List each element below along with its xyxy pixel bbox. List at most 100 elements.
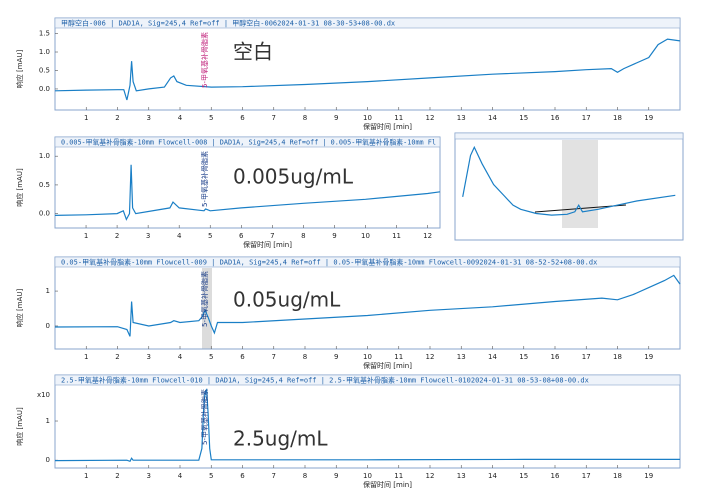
x-tick-label: 8 — [303, 472, 307, 480]
x-tick-label: 2 — [115, 472, 119, 480]
chart-title: 0.005-甲氧基补骨脂素-10mm Flowcell-008 | DAD1A,… — [61, 138, 436, 147]
y-tick-label: 1.0 — [39, 48, 50, 56]
x-tick-label: 8 — [303, 114, 307, 122]
x-axis-label: 保留时间 [min] — [363, 122, 412, 131]
x-tick-label: 3 — [146, 232, 150, 240]
x-tick-label: 1 — [84, 114, 88, 122]
x-tick-label: 11 — [394, 472, 403, 480]
y-tick-label: 1 — [46, 417, 50, 425]
x-tick-label: 4 — [178, 472, 183, 480]
x-tick-label: 3 — [147, 472, 151, 480]
plot-frame — [54, 374, 681, 469]
peak-label: 5-甲氧基补骨脂素 — [200, 271, 209, 327]
x-tick-label: 13 — [457, 353, 466, 361]
plot-frame — [54, 256, 681, 350]
x-tick-label: 18 — [613, 353, 622, 361]
x-tick-label: 1 — [84, 232, 88, 240]
x-tick-label: 16 — [551, 114, 560, 122]
annotation: 空白 — [233, 40, 273, 64]
x-tick-label: 4 — [178, 353, 183, 361]
peak-integration-band — [202, 268, 212, 349]
trace — [54, 38, 681, 101]
x-tick-label: 15 — [519, 114, 528, 122]
chart-title: 2.5-甲氧基补骨脂素-10mm Flowcell-010 | DAD1A, S… — [61, 376, 589, 385]
annotation: 0.005ug/mL — [233, 165, 354, 189]
x-tick-label: 15 — [519, 353, 528, 361]
x-tick-label: 17 — [582, 472, 591, 480]
x-tick-label: 7 — [272, 114, 276, 122]
peak-label: 5-甲氧基补骨脂素 — [200, 151, 209, 207]
y-axis-label: 响应 [mAU] — [15, 50, 24, 89]
y-tick-label: 0 — [46, 456, 50, 464]
x-tick-label: 5 — [209, 472, 213, 480]
x-tick-label: 14 — [488, 472, 497, 480]
header-bar — [54, 17, 681, 29]
y-tick-label: 0.5 — [39, 181, 50, 189]
x-tick-label: 9 — [334, 353, 338, 361]
x-axis-label: 保留时间 [min] — [243, 240, 292, 249]
chart-title: 甲醇空白-006 | DAD1A, Sig=245,4 Ref=off | 甲醇… — [61, 19, 395, 28]
x-tick-label: 6 — [240, 353, 245, 361]
x-tick-label: 9 — [334, 114, 338, 122]
y-scale-label: x10 — [37, 391, 50, 399]
x-tick-label: 15 — [519, 472, 528, 480]
x-tick-label: 10 — [363, 472, 372, 480]
y-tick-label: 0.0 — [39, 85, 50, 93]
x-tick-label: 3 — [147, 114, 151, 122]
peak-label: 5-甲氧基补骨脂素 — [200, 389, 209, 445]
x-tick-label: 12 — [426, 472, 435, 480]
y-axis-label: 响应 [mAU] — [15, 168, 24, 207]
x-tick-label: 8 — [301, 232, 305, 240]
x-tick-label: 5 — [208, 232, 212, 240]
x-tick-label: 2 — [115, 232, 119, 240]
x-tick-label: 2 — [115, 353, 119, 361]
x-tick-label: 13 — [457, 472, 466, 480]
x-tick-label: 18 — [613, 114, 622, 122]
x-tick-label: 7 — [270, 232, 274, 240]
x-tick-label: 10 — [361, 232, 370, 240]
y-tick-label: 0.0 — [39, 210, 50, 218]
x-tick-label: 14 — [488, 114, 497, 122]
y-axis-label: 响应 [mAU] — [15, 289, 24, 328]
x-tick-label: 6 — [240, 472, 245, 480]
x-tick-label: 5 — [209, 114, 213, 122]
x-tick-label: 7 — [272, 353, 276, 361]
x-tick-label: 4 — [177, 232, 182, 240]
x-axis-label: 保留时间 [min] — [363, 480, 412, 489]
inset-peak-band — [562, 140, 598, 228]
annotation: 2.5ug/mL — [233, 427, 328, 451]
x-tick-label: 6 — [240, 114, 245, 122]
y-tick-label: 0 — [46, 322, 50, 330]
header-bar — [54, 136, 441, 148]
header-bar — [54, 374, 681, 386]
annotation: 0.05ug/mL — [233, 288, 341, 312]
x-tick-label: 13 — [457, 114, 466, 122]
x-tick-label: 4 — [178, 114, 183, 122]
chart-title: 0.05-甲氧基补骨脂素-10mm Flowcell-009 | DAD1A, … — [61, 258, 597, 267]
y-tick-label: 1 — [46, 287, 50, 295]
x-tick-label: 17 — [582, 114, 591, 122]
x-axis-label: 保留时间 [min] — [363, 361, 412, 370]
header-bar — [454, 132, 684, 140]
x-tick-label: 19 — [644, 353, 653, 361]
x-tick-label: 9 — [334, 472, 338, 480]
header-bar — [54, 256, 681, 268]
x-tick-label: 8 — [303, 353, 307, 361]
trace — [54, 388, 680, 463]
x-tick-label: 3 — [147, 353, 151, 361]
x-tick-label: 9 — [332, 232, 336, 240]
peak-label: 5-甲氧基补骨脂素 — [200, 32, 209, 88]
plot-frame — [54, 17, 681, 111]
x-tick-label: 12 — [423, 232, 432, 240]
trace — [462, 145, 676, 216]
x-tick-label: 16 — [551, 472, 560, 480]
x-tick-label: 11 — [394, 114, 403, 122]
x-tick-label: 19 — [644, 472, 653, 480]
x-tick-label: 7 — [272, 472, 276, 480]
x-tick-label: 19 — [644, 114, 653, 122]
x-tick-label: 11 — [392, 232, 401, 240]
y-tick-label: 1.0 — [39, 152, 50, 160]
x-tick-label: 12 — [426, 353, 435, 361]
x-tick-label: 14 — [488, 353, 497, 361]
